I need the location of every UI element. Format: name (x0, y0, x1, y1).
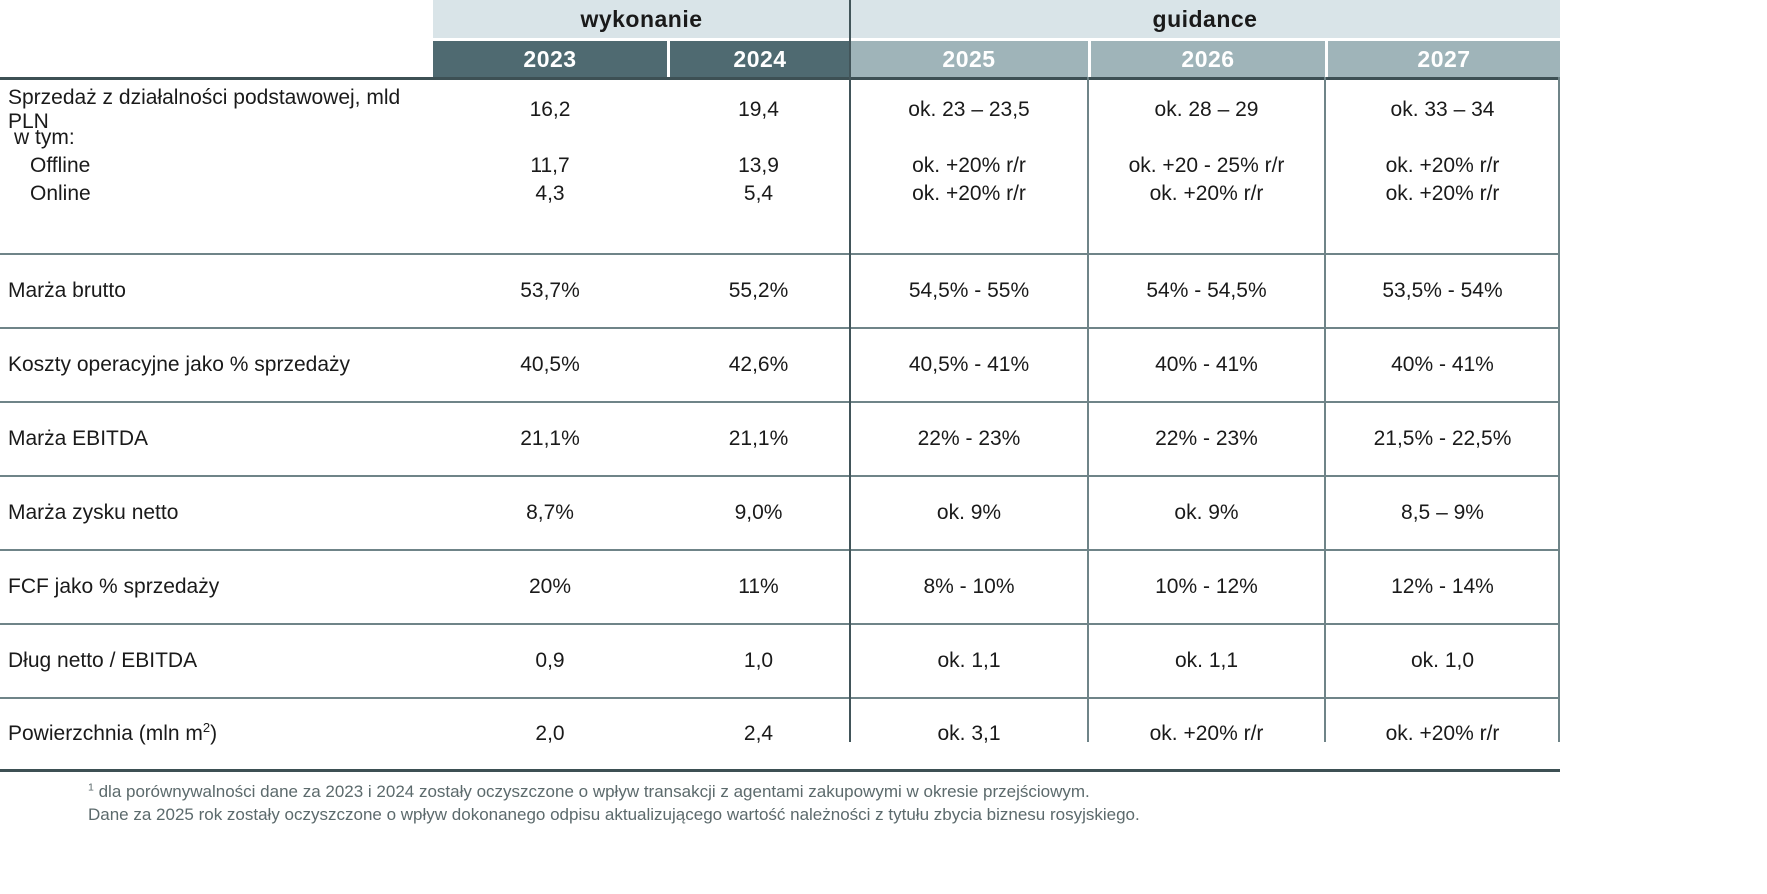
cell-2027: 8,5 – 9% (1401, 501, 1484, 524)
table-row-marza-ebitda: Marża EBITDA 21,1% 21,1% 22% - 23% 22% -… (0, 403, 1560, 477)
row-label-text: ) (210, 722, 218, 745)
cell-2026: ok. 28 – 29 (1154, 98, 1259, 121)
cell-2023: 40,5% (520, 353, 580, 376)
table-row-sales: Sprzedaż z działalności podstawowej, mld… (0, 80, 1560, 255)
year-header-2024: 2024 (667, 41, 850, 77)
year-header-2023: 2023 (433, 41, 667, 77)
row-label: Koszty operacyjne jako % sprzedaży (8, 353, 350, 376)
guidance-column-divider (1324, 77, 1326, 742)
row-label: Offline (30, 154, 91, 177)
footnote-superscript: 1 (88, 781, 94, 794)
cell-2026: 10% - 12% (1155, 575, 1258, 598)
table-row-fcf: FCF jako % sprzedaży 20% 11% 8% - 10% 10… (0, 551, 1560, 625)
cell-2024: 13,9 (738, 154, 779, 177)
cell-2024: 11% (738, 575, 779, 598)
cell-2024: 42,6% (728, 353, 789, 376)
cell-2023: 20% (528, 575, 572, 598)
cell-2026: ok. +20% r/r (1149, 722, 1264, 745)
sales-line-offline: Offline 11,7 13,9 ok. +20% r/r ok. +20 -… (0, 152, 1560, 180)
row-label: FCF jako % sprzedaży (8, 575, 220, 598)
header-spacer (0, 41, 433, 77)
footnote: 1 dla porównywalności dane za 2023 i 202… (88, 781, 1767, 826)
header-group-guidance: guidance (850, 0, 1560, 38)
footnote-line-1: 1 dla porównywalności dane za 2023 i 202… (88, 781, 1767, 804)
header-group-row: wykonanie guidance (0, 0, 1560, 38)
table-row-marza-zysku-netto: Marża zysku netto 8,7% 9,0% ok. 9% ok. 9… (0, 477, 1560, 551)
cell-2023: 16,2 (529, 98, 571, 121)
cell-2024: 1,0 (743, 649, 774, 672)
row-label: Online (30, 182, 91, 205)
cell-2027: 12% - 14% (1391, 575, 1494, 598)
cell-2023: 0,9 (535, 649, 565, 672)
sales-line-total: Sprzedaż z działalności podstawowej, mld… (0, 86, 1560, 133)
table-row-marza-brutto: Marża brutto 53,7% 55,2% 54,5% - 55% 54%… (0, 255, 1560, 329)
header-year-row: 2023 2024 2025 2026 2027 (0, 41, 1560, 77)
cell-2024: 2,4 (743, 722, 774, 745)
row-label: Marża brutto (8, 279, 126, 302)
footnote-line-2: Dane za 2025 rok zostały oczyszczone o w… (88, 804, 1140, 824)
row-label-superscript: 2 (202, 720, 211, 735)
cell-2025: ok. 23 – 23,5 (908, 98, 1030, 121)
cell-2025: ok. 3,1 (937, 722, 1001, 745)
cell-2025: 40,5% - 41% (908, 353, 1030, 376)
cell-2025: ok. 1,1 (937, 649, 1001, 672)
row-label: w tym: (14, 126, 75, 149)
cell-2026: 40% - 41% (1155, 353, 1258, 376)
cell-2027: ok. +20% r/r (1385, 182, 1500, 205)
cell-2025: ok. +20% r/r (912, 182, 1026, 205)
header-spacer (0, 0, 433, 38)
section-divider-line (849, 0, 851, 742)
cell-2023: 8,7% (526, 501, 574, 524)
cell-2027: ok. +20% r/r (1385, 722, 1500, 745)
cell-2024: 5,4 (743, 182, 774, 205)
year-header-2025: 2025 (850, 41, 1088, 77)
table-row-koszty-operacyjne: Koszty operacyjne jako % sprzedaży 40,5%… (0, 329, 1560, 403)
cell-2023: 53,7% (520, 279, 580, 302)
cell-2025: 22% - 23% (917, 427, 1021, 450)
row-label: Sprzedaż z działalności podstawowej, mld… (8, 86, 401, 133)
cell-2026: ok. +20% r/r (1149, 182, 1264, 205)
year-header-2026: 2026 (1088, 41, 1325, 77)
cell-2023: 21,1% (520, 427, 580, 450)
cell-2024: 21,1% (728, 427, 789, 450)
table-row-powierzchnia: Powierzchnia (mln m2) 2,0 2,4 ok. 3,1 ok… (0, 699, 1560, 769)
cell-2027: ok. 1,0 (1410, 649, 1475, 672)
cell-2023: 2,0 (535, 722, 565, 745)
cell-2024: 55,2% (728, 279, 789, 302)
sales-line-wtym: w tym: (0, 124, 1560, 152)
cell-2027: 21,5% - 22,5% (1373, 427, 1512, 450)
cell-2024: 9,0% (734, 501, 783, 524)
guidance-column-divider (1087, 77, 1089, 742)
cell-2027: ok. +20% r/r (1385, 154, 1500, 177)
cell-2027: ok. 33 – 34 (1390, 98, 1495, 121)
cell-2027: 40% - 41% (1391, 353, 1494, 376)
guidance-right-border (1558, 77, 1560, 742)
header-group-wykonanie: wykonanie (433, 0, 850, 38)
cell-2024: 19,4 (738, 98, 779, 121)
cell-2023: 4,3 (535, 182, 565, 205)
guidance-table: wykonanie guidance 2023 2024 2025 2026 2… (0, 0, 1560, 772)
cell-2027: 53,5% - 54% (1382, 279, 1503, 302)
table-body: Sprzedaż z działalności podstawowej, mld… (0, 77, 1560, 772)
cell-2026: 22% - 23% (1155, 427, 1258, 450)
cell-2025: 8% - 10% (923, 575, 1015, 598)
table-row-dlug-netto: Dług netto / EBITDA 0,9 1,0 ok. 1,1 ok. … (0, 625, 1560, 699)
sales-line-online: Online 4,3 5,4 ok. +20% r/r ok. +20% r/r… (0, 180, 1560, 208)
row-label: Marża EBITDA (8, 427, 149, 450)
cell-2025: ok. +20% r/r (912, 154, 1026, 177)
cell-2026: ok. 9% (1174, 501, 1239, 524)
footnote-text: dla porównywalności dane za 2023 i 2024 … (93, 782, 1090, 801)
cell-2023: 11,7 (530, 154, 570, 177)
year-header-2027: 2027 (1325, 41, 1560, 77)
cell-2025: 54,5% - 55% (908, 279, 1030, 302)
row-label: Marża zysku netto (8, 501, 179, 524)
row-label: Dług netto / EBITDA (8, 649, 198, 672)
cell-2026: 54% - 54,5% (1146, 279, 1267, 302)
row-label-text: Powierzchnia (mln m (8, 722, 203, 745)
cell-2026: ok. 1,1 (1174, 649, 1239, 672)
row-label: Powierzchnia (mln m2) (0, 720, 433, 746)
cell-2026: ok. +20 - 25% r/r (1128, 154, 1285, 177)
cell-2025: ok. 9% (936, 501, 1002, 524)
